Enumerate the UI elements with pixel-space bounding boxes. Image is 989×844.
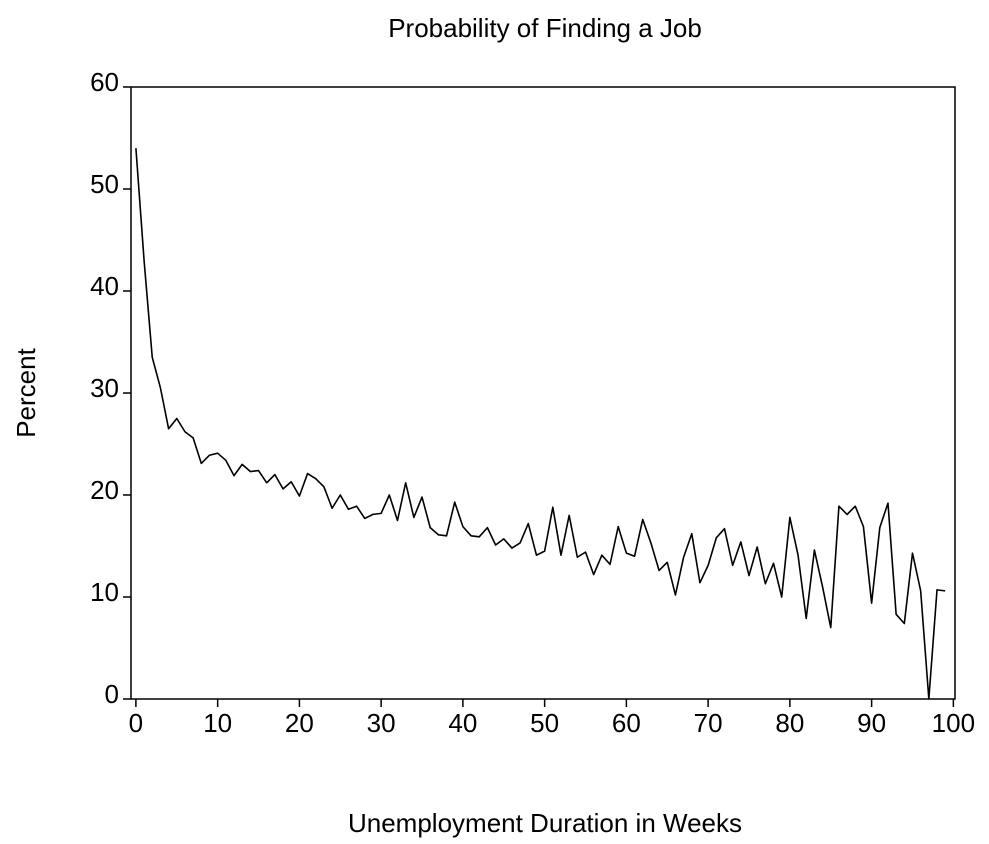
y-tick-label: 60 bbox=[90, 67, 119, 97]
x-tick-label: 40 bbox=[448, 708, 477, 738]
x-tick-label: 90 bbox=[857, 708, 886, 738]
x-tick-label: 70 bbox=[694, 708, 723, 738]
y-tick-label: 30 bbox=[90, 373, 119, 403]
x-tick-label: 50 bbox=[530, 708, 559, 738]
y-tick-label: 20 bbox=[90, 475, 119, 505]
x-tick-label: 100 bbox=[932, 708, 975, 738]
x-axis-label: Unemployment Duration in Weeks bbox=[348, 808, 742, 838]
y-tick-label: 40 bbox=[90, 271, 119, 301]
x-tick-label: 30 bbox=[367, 708, 396, 738]
data-line bbox=[135, 148, 946, 700]
y-tick-label: 10 bbox=[90, 577, 119, 607]
y-tick-label: 0 bbox=[105, 679, 119, 709]
x-tick-label: 60 bbox=[612, 708, 641, 738]
chart-title: Probability of Finding a Job bbox=[388, 13, 702, 43]
x-tick-label: 10 bbox=[203, 708, 232, 738]
x-tick-label: 0 bbox=[129, 708, 143, 738]
x-tick-label: 20 bbox=[285, 708, 314, 738]
y-axis-label: Percent bbox=[11, 347, 41, 437]
x-tick-label: 80 bbox=[775, 708, 804, 738]
y-tick-label: 50 bbox=[90, 169, 119, 199]
